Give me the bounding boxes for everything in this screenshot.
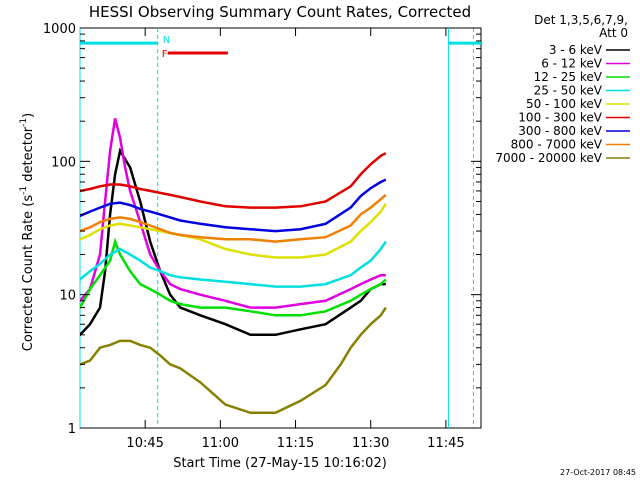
- legend-label-4: 50 - 100 keV: [526, 97, 603, 111]
- x-tick-label-4: 11:30: [352, 436, 389, 451]
- y-tick-label-3: 1000: [43, 22, 76, 37]
- y-axis-label: Corrected Count Rate (s-1 detector-1): [19, 113, 36, 351]
- x-tick-label-5: 11:45: [427, 436, 464, 451]
- chart-title: HESSI Observing Summary Count Rates, Cor…: [89, 3, 471, 21]
- y-axis-ticks: 1 10 100 1000: [43, 22, 481, 437]
- x-tick-label-2: 11:00: [202, 436, 239, 451]
- x-tick-label-3: 11:15: [277, 436, 314, 451]
- legend-label-2: 12 - 25 keV: [534, 70, 603, 84]
- n-marker-label: N: [163, 35, 170, 46]
- series-line-3: [80, 240, 387, 288]
- observing-bar-label-2: F: [162, 49, 168, 60]
- legend-label-3: 25 - 50 keV: [534, 84, 603, 98]
- legend-header-attenuator: Att 0: [599, 26, 628, 40]
- y-tick-label-2: 100: [51, 155, 76, 170]
- marker-layer: FN: [79, 28, 481, 428]
- series-line-6: [80, 178, 387, 233]
- y-tick-label-0: 1: [68, 422, 76, 437]
- series-line-8: [80, 306, 387, 415]
- y-tick-label-1: 10: [59, 289, 76, 304]
- series-layer: [80, 118, 387, 415]
- legend-label-0: 3 - 6 keV: [549, 43, 603, 57]
- x-axis-label: Start Time (27-May-15 10:16:02): [173, 456, 387, 471]
- legend-header-detectors: Det 1,3,5,6,7,9,: [534, 13, 628, 27]
- legend-label-8: 7000 - 20000 keV: [495, 151, 602, 165]
- x-tick-label-1: 10:45: [126, 436, 163, 451]
- footer-date: 27-Oct-2017 08:45: [560, 468, 636, 477]
- x-axis-ticks: 10:45 11:00 11:15 11:30 11:45: [126, 28, 465, 451]
- series-line-1: [80, 118, 386, 309]
- legend-label-6: 300 - 800 keV: [518, 124, 602, 138]
- legend-label-1: 6 - 12 keV: [541, 57, 603, 71]
- legend-label-5: 100 - 300 keV: [518, 111, 602, 125]
- series-line-5: [80, 152, 387, 209]
- legend-label-7: 800 - 7000 keV: [511, 138, 603, 152]
- series-line-2: [80, 237, 387, 317]
- series-line-7: [80, 193, 387, 243]
